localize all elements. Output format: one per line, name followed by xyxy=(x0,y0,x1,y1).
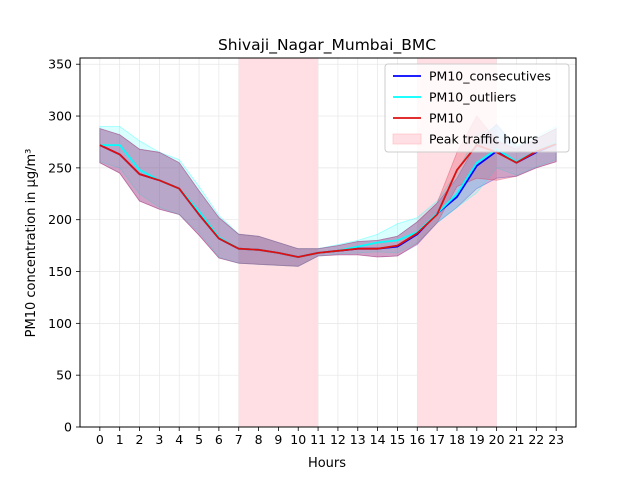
y-tick-label: 300 xyxy=(48,109,72,124)
x-tick-label: 22 xyxy=(528,432,544,447)
legend-label: PM10_consecutives xyxy=(429,69,551,84)
x-tick-label: 17 xyxy=(429,432,445,447)
x-tick-label: 6 xyxy=(215,432,223,447)
y-tick-label: 50 xyxy=(56,368,72,383)
x-tick-label: 4 xyxy=(175,432,183,447)
x-tick-label: 10 xyxy=(290,432,306,447)
y-tick-label: 200 xyxy=(48,212,72,227)
legend-label: PM10_outliers xyxy=(429,90,516,105)
y-tick-label: 350 xyxy=(48,57,72,72)
x-tick-label: 13 xyxy=(350,432,366,447)
x-tick-label: 8 xyxy=(255,432,263,447)
x-tick-label: 23 xyxy=(548,432,564,447)
y-tick-label: 150 xyxy=(48,264,72,279)
x-tick-label: 5 xyxy=(195,432,203,447)
legend-box xyxy=(384,63,570,153)
legend-label: Peak traffic hours xyxy=(429,132,538,147)
x-tick-label: 3 xyxy=(155,432,163,447)
x-axis-label: Hours xyxy=(308,456,346,471)
x-tick-label: 15 xyxy=(389,432,405,447)
band-pm10 xyxy=(99,115,557,267)
x-tick-label: 1 xyxy=(116,432,124,447)
x-tick-label: 9 xyxy=(274,432,282,447)
x-tick-label: 0 xyxy=(96,432,104,447)
legend-swatch-region xyxy=(392,133,422,145)
y-tick-label: 0 xyxy=(64,420,72,435)
peak-traffic-region xyxy=(238,58,319,427)
x-tick-label: 16 xyxy=(409,432,425,447)
x-tick-label: 19 xyxy=(469,432,485,447)
x-tick-label: 20 xyxy=(489,432,505,447)
y-axis-label: PM10 concentration in μg/m³ xyxy=(24,149,39,338)
legend: PM10_consecutives PM10_outliers PM10 Peak t… xyxy=(384,63,570,153)
chart-title: Shivaji_Nagar_Mumbai_BMC xyxy=(218,36,436,55)
x-tick-label: 21 xyxy=(509,432,525,447)
axes-frame xyxy=(79,57,577,428)
x-tick-label: 2 xyxy=(136,432,144,447)
x-tick-label: 11 xyxy=(310,432,326,447)
x-tick-label: 7 xyxy=(235,432,243,447)
y-tick-label: 100 xyxy=(48,316,72,331)
y-tick-label: 250 xyxy=(48,160,72,175)
x-tick-label: 12 xyxy=(330,432,346,447)
legend-label: PM10 xyxy=(429,111,463,126)
x-tick-label: 14 xyxy=(370,432,386,447)
x-tick-label: 18 xyxy=(449,432,465,447)
